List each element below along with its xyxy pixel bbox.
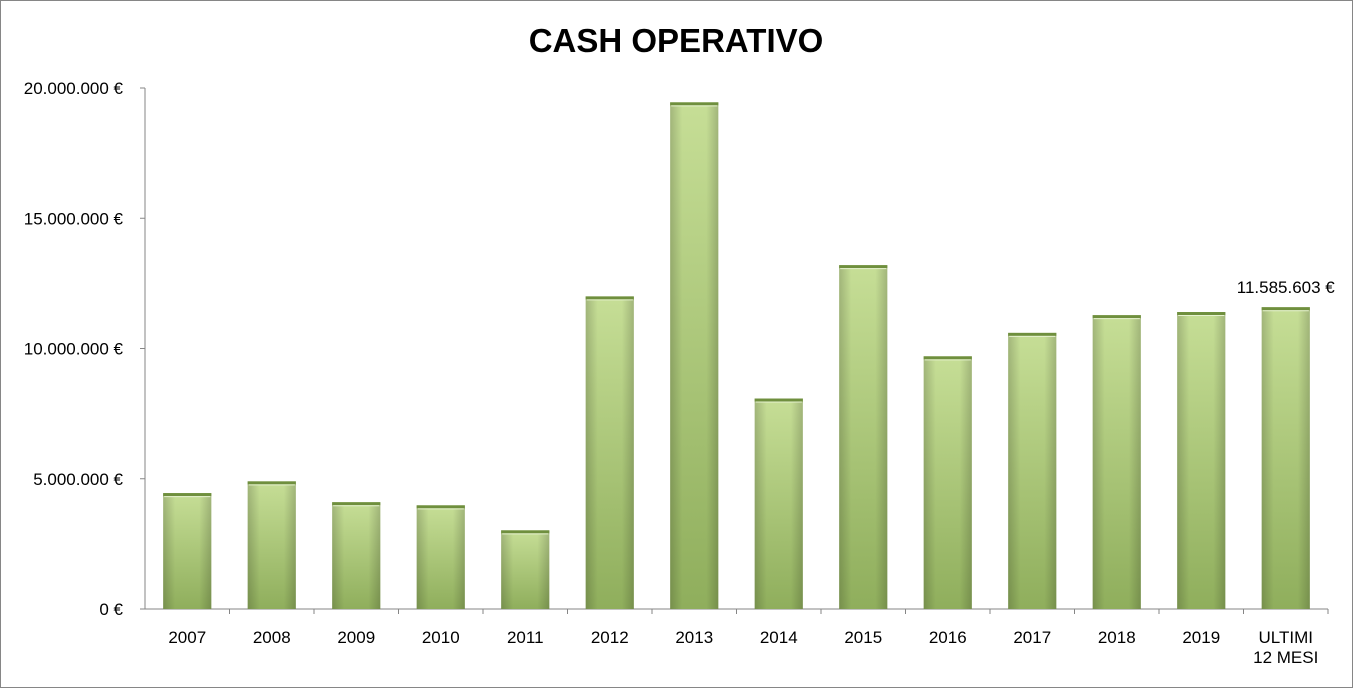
bar-shading <box>1092 315 1141 609</box>
bar-shading <box>247 481 296 609</box>
bar-shading <box>163 493 212 609</box>
bar-top-edge <box>1008 332 1057 336</box>
bar-top-edge <box>501 530 550 534</box>
x-tick-label: 2018 <box>1098 628 1136 647</box>
x-tick-label: 2013 <box>675 628 713 647</box>
x-tick-label: 2009 <box>337 628 375 647</box>
bar-2008 <box>247 481 296 609</box>
y-tick-label: 15.000.000 € <box>24 209 124 228</box>
bar-top-edge <box>1177 312 1226 316</box>
bar-2011 <box>501 530 550 609</box>
bar-2007 <box>163 493 212 609</box>
bar-shading <box>839 265 888 609</box>
y-tick-label: 20.000.000 € <box>24 79 124 98</box>
bar-2018 <box>1092 315 1141 609</box>
bar-2015 <box>839 265 888 609</box>
x-tick-label: 2014 <box>760 628 798 647</box>
bar-top-edge <box>163 493 212 497</box>
x-tick-label: 2008 <box>253 628 291 647</box>
bar-shading <box>923 356 972 609</box>
bar-shading <box>416 505 465 609</box>
bar-shading <box>1177 312 1226 609</box>
bar-top-edge <box>332 502 381 506</box>
bar-2016 <box>923 356 972 609</box>
bar-top-edge <box>247 481 296 485</box>
chart-title: CASH OPERATIVO <box>529 22 824 59</box>
bar-top-edge <box>923 356 972 360</box>
bar-top-edge <box>416 505 465 509</box>
bar-top-edge <box>1092 315 1141 319</box>
x-tick-label: 2015 <box>844 628 882 647</box>
x-tick-label: 2011 <box>507 628 544 647</box>
bar-2010 <box>416 505 465 609</box>
bar-shading <box>501 530 550 609</box>
x-tick-label: ULTIMI 12 MESI <box>1253 628 1318 667</box>
y-tick-label: 5.000.000 € <box>33 470 123 489</box>
bar-top-edge <box>585 296 634 300</box>
bar-ultimi-12-mesi <box>1261 307 1310 609</box>
bar-top-edge <box>670 102 719 106</box>
bar-shading <box>1008 332 1057 609</box>
bar-2012 <box>585 296 634 609</box>
bar-2019 <box>1177 312 1226 609</box>
bar-2009 <box>332 502 381 609</box>
bar-shading <box>585 296 634 609</box>
x-tick-label: 2019 <box>1182 628 1220 647</box>
bar-top-edge <box>1261 307 1310 311</box>
x-tick-label: 2010 <box>422 628 460 647</box>
x-tick-label: 2017 <box>1013 628 1051 647</box>
bar-2013 <box>670 102 719 609</box>
y-tick-label: 0 € <box>99 600 123 619</box>
x-tick-label: 2012 <box>591 628 629 647</box>
y-tick-label: 10.000.000 € <box>24 340 124 359</box>
bar-2017 <box>1008 332 1057 609</box>
x-tick-label: 2016 <box>929 628 967 647</box>
bar-top-edge <box>754 398 803 402</box>
bar-shading <box>754 398 803 609</box>
bar-top-edge <box>839 265 888 269</box>
bar-shading <box>670 102 719 609</box>
bar-2014 <box>754 398 803 609</box>
bar-shading <box>332 502 381 609</box>
data-label: 11.585.603 € <box>1237 278 1336 297</box>
x-tick-label: 2007 <box>168 628 206 647</box>
bar-shading <box>1261 307 1310 609</box>
